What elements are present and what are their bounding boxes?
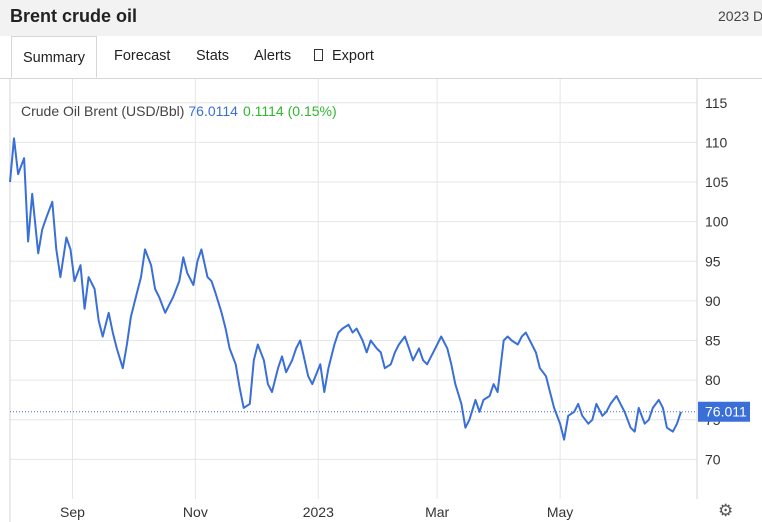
- series-line-brent: [9, 137, 682, 441]
- header-date-label: 2023 D: [718, 8, 762, 24]
- y-tick-label: 70: [705, 451, 721, 467]
- tab-summary[interactable]: Summary: [11, 36, 97, 78]
- y-axis-ticks: 707580859095100105110115: [705, 95, 729, 468]
- x-tick-label: May: [547, 504, 573, 520]
- last-price-tag: 76.011: [698, 401, 750, 422]
- export-icon: [314, 49, 323, 61]
- legend-change: 0.1114 (0.15%): [242, 103, 337, 119]
- x-tick-label: Sep: [60, 504, 85, 520]
- chart-legend: Crude Oil Brent (USD/Bbl) 76.0114 0.1114 (…: [21, 103, 337, 119]
- tab-export-label: Export: [332, 48, 374, 64]
- last-price-label: 76.011: [705, 404, 747, 420]
- tab-forecast[interactable]: Forecast: [114, 48, 171, 64]
- chart-grid: [10, 79, 697, 499]
- x-tick-label: Mar: [425, 504, 449, 520]
- y-tick-label: 80: [705, 372, 721, 388]
- y-tick-label: 85: [705, 333, 721, 349]
- x-tick-label: Nov: [183, 504, 208, 520]
- tab-alerts[interactable]: Alerts: [254, 48, 292, 64]
- y-tick-label: 90: [705, 293, 721, 309]
- tab-bar: Summary Forecast Stats Alerts Export: [0, 36, 762, 79]
- page-title: Brent crude oil: [10, 6, 138, 26]
- tab-export[interactable]: Export: [314, 48, 374, 64]
- gear-icon[interactable]: ⚙: [718, 501, 734, 520]
- x-axis-ticks: Sep Nov 2023 Mar May: [60, 504, 573, 520]
- tab-stats[interactable]: Stats: [196, 48, 230, 64]
- y-tick-label: 100: [705, 214, 729, 230]
- x-tick-label: 2023: [303, 504, 334, 520]
- y-tick-label: 110: [705, 134, 728, 150]
- header-bar: Brent crude oil 2023 D: [0, 0, 762, 36]
- y-tick-label: 105: [705, 174, 729, 190]
- y-tick-label: 115: [705, 95, 728, 111]
- legend-series-name: Crude Oil Brent (USD/Bbl): [21, 103, 185, 119]
- legend-value: 76.0114: [188, 103, 238, 119]
- y-tick-label: 95: [705, 253, 721, 269]
- price-chart[interactable]: 707580859095100105110115 SepNov2023MarMa…: [0, 79, 762, 522]
